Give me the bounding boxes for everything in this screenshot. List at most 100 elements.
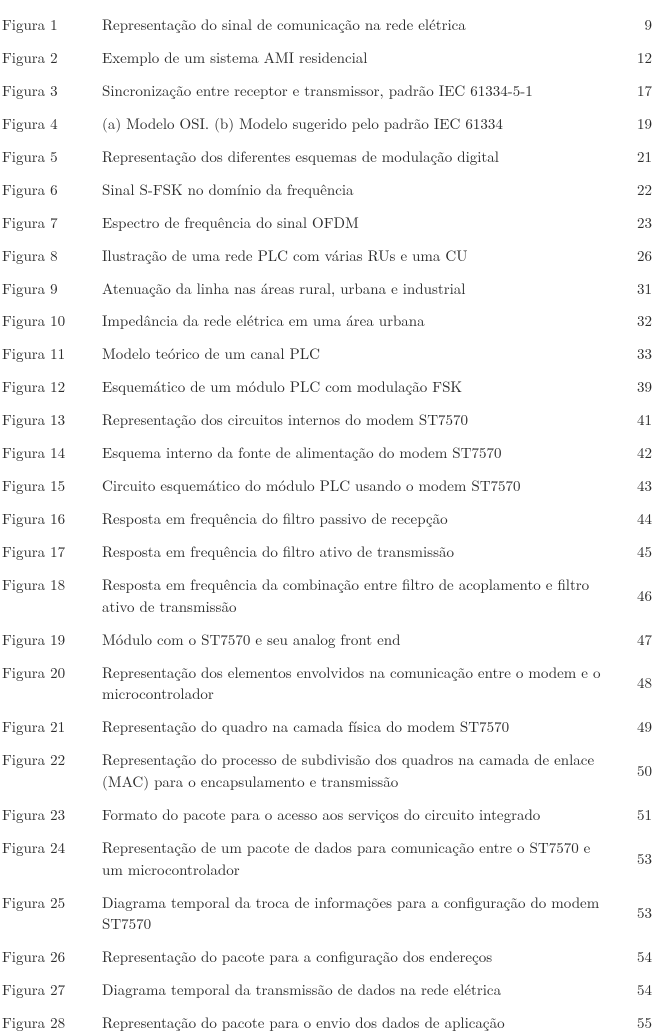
figure-page-number: 42 (624, 442, 652, 464)
figure-page-number: 46 (624, 585, 652, 607)
figure-label: Figura 6 (0, 179, 102, 201)
figure-entry: Figura 2Exemplo de um sistema AMI reside… (0, 47, 664, 69)
figure-label: Figura 26 (0, 946, 102, 968)
figure-label: Figura 5 (0, 146, 102, 168)
figure-page-number: 53 (624, 848, 652, 870)
figure-label: Figura 4 (0, 113, 102, 135)
figure-page-number: 54 (624, 946, 652, 968)
figure-page-number: 48 (624, 672, 652, 694)
figure-entry: Figura 7Espectro de frequência do sinal … (0, 212, 664, 234)
figure-title: Ilustração de uma rede PLC com várias RU… (102, 245, 624, 267)
figure-page-number: 39 (624, 376, 652, 398)
figure-title: Representação dos elementos envolvidos n… (102, 662, 624, 706)
figure-entry: Figura 24Representação de um pacote de d… (0, 837, 664, 881)
figure-page-number: 12 (624, 47, 652, 69)
figure-label: Figura 24 (0, 837, 102, 859)
figure-page-number: 9 (624, 14, 652, 36)
figure-title: Modelo teórico de um canal PLC (102, 343, 624, 365)
figure-page-number: 19 (624, 113, 652, 135)
figure-page-number: 31 (624, 278, 652, 300)
figure-page-number: 47 (624, 629, 652, 651)
figure-title: (a) Modelo OSI. (b) Modelo sugerido pelo… (102, 113, 624, 135)
figure-title: Resposta em frequência da combinação ent… (102, 574, 624, 618)
figure-entry: Figura 25Diagrama temporal da troca de i… (0, 892, 664, 936)
figure-entry: Figura 11Modelo teórico de um canal PLC3… (0, 343, 664, 365)
figure-title: Representação de um pacote de dados para… (102, 837, 624, 881)
figure-title: Diagrama temporal da troca de informaçõe… (102, 892, 624, 936)
figure-entry: Figura 16Resposta em frequência do filtr… (0, 508, 664, 530)
figure-title: Módulo com o ST7570 e seu analog front e… (102, 629, 624, 651)
figure-title: Sincronização entre receptor e transmiss… (102, 80, 624, 102)
figure-entry: Figura 5Representação dos diferentes esq… (0, 146, 664, 168)
figure-label: Figura 16 (0, 508, 102, 530)
figure-title: Circuito esquemático do módulo PLC usand… (102, 475, 624, 497)
figure-label: Figura 19 (0, 629, 102, 651)
figure-label: Figura 10 (0, 310, 102, 332)
figure-label: Figura 8 (0, 245, 102, 267)
figure-entry: Figura 28Representação do pacote para o … (0, 1012, 664, 1034)
figure-page-number: 45 (624, 541, 652, 563)
figure-title: Exemplo de um sistema AMI residencial (102, 47, 624, 69)
figure-label: Figura 12 (0, 376, 102, 398)
figure-label: Figura 13 (0, 409, 102, 431)
figure-label: Figura 17 (0, 541, 102, 563)
figure-title: Representação dos circuitos internos do … (102, 409, 624, 431)
figure-title: Esquemático de um módulo PLC com modulaç… (102, 376, 624, 398)
figure-page-number: 22 (624, 179, 652, 201)
figure-label: Figura 20 (0, 662, 102, 684)
figure-label: Figura 18 (0, 574, 102, 596)
figure-page-number: 21 (624, 146, 652, 168)
figure-page-number: 55 (624, 1012, 652, 1034)
figure-entry: Figura 14Esquema interno da fonte de ali… (0, 442, 664, 464)
figure-page-number: 43 (624, 475, 652, 497)
figure-entry: Figura 18Resposta em frequência da combi… (0, 574, 664, 618)
figure-entry: Figura 1Representação do sinal de comuni… (0, 14, 664, 36)
figure-page-number: 26 (624, 245, 652, 267)
list-of-figures: Figura 1Representação do sinal de comuni… (0, 0, 664, 963)
figure-page-number: 51 (624, 804, 652, 826)
figure-entry: Figura 4(a) Modelo OSI. (b) Modelo suger… (0, 113, 664, 135)
figure-entry: Figura 3Sincronização entre receptor e t… (0, 80, 664, 102)
figure-label: Figura 27 (0, 979, 102, 1001)
figure-title: Representação do quadro na camada física… (102, 716, 624, 738)
figure-page-number: 23 (624, 212, 652, 234)
figure-title: Sinal S-FSK no domínio da frequência (102, 179, 624, 201)
figure-title: Representação do pacote para o envio dos… (102, 1012, 624, 1034)
figure-title: Representação do sinal de comunicação na… (102, 14, 624, 36)
figure-page-number: 17 (624, 80, 652, 102)
figure-entry: Figura 19Módulo com o ST7570 e seu analo… (0, 629, 664, 651)
figure-label: Figura 21 (0, 716, 102, 738)
figure-label: Figura 9 (0, 278, 102, 300)
figure-label: Figura 25 (0, 892, 102, 914)
figure-entry: Figura 12Esquemático de um módulo PLC co… (0, 376, 664, 398)
figure-label: Figura 28 (0, 1012, 102, 1034)
figure-title: Atenuação da linha nas áreas rural, urba… (102, 278, 624, 300)
figure-title: Resposta em frequência do filtro passivo… (102, 508, 624, 530)
figure-entry: Figura 26Representação do pacote para a … (0, 946, 664, 968)
figure-title: Diagrama temporal da transmissão de dado… (102, 979, 624, 1001)
figure-title: Representação dos diferentes esquemas de… (102, 146, 624, 168)
figure-title: Representação do pacote para a configura… (102, 946, 624, 968)
figure-label: Figura 1 (0, 14, 102, 36)
figure-title: Espectro de frequência do sinal OFDM (102, 212, 624, 234)
figure-label: Figura 14 (0, 442, 102, 464)
figure-entry: Figura 6Sinal S-FSK no domínio da frequê… (0, 179, 664, 201)
figure-page-number: 41 (624, 409, 652, 431)
figure-entry: Figura 13Representação dos circuitos int… (0, 409, 664, 431)
figure-label: Figura 2 (0, 47, 102, 69)
figure-label: Figura 7 (0, 212, 102, 234)
figure-page-number: 32 (624, 310, 652, 332)
figure-entry: Figura 23Formato do pacote para o acesso… (0, 804, 664, 826)
figure-page-number: 53 (624, 902, 652, 924)
figure-label: Figura 23 (0, 804, 102, 826)
figure-entry: Figura 8Ilustração de uma rede PLC com v… (0, 245, 664, 267)
figure-title: Resposta em frequência do filtro ativo d… (102, 541, 624, 563)
figure-entry: Figura 20Representação dos elementos env… (0, 662, 664, 706)
figure-page-number: 44 (624, 508, 652, 530)
figure-entry: Figura 9Atenuação da linha nas áreas rur… (0, 278, 664, 300)
figure-title: Esquema interno da fonte de alimentação … (102, 442, 624, 464)
figure-entry: Figura 22Representação do processo de su… (0, 749, 664, 793)
figure-entry: Figura 21Representação do quadro na cama… (0, 716, 664, 738)
figure-label: Figura 15 (0, 475, 102, 497)
figure-label: Figura 22 (0, 749, 102, 771)
